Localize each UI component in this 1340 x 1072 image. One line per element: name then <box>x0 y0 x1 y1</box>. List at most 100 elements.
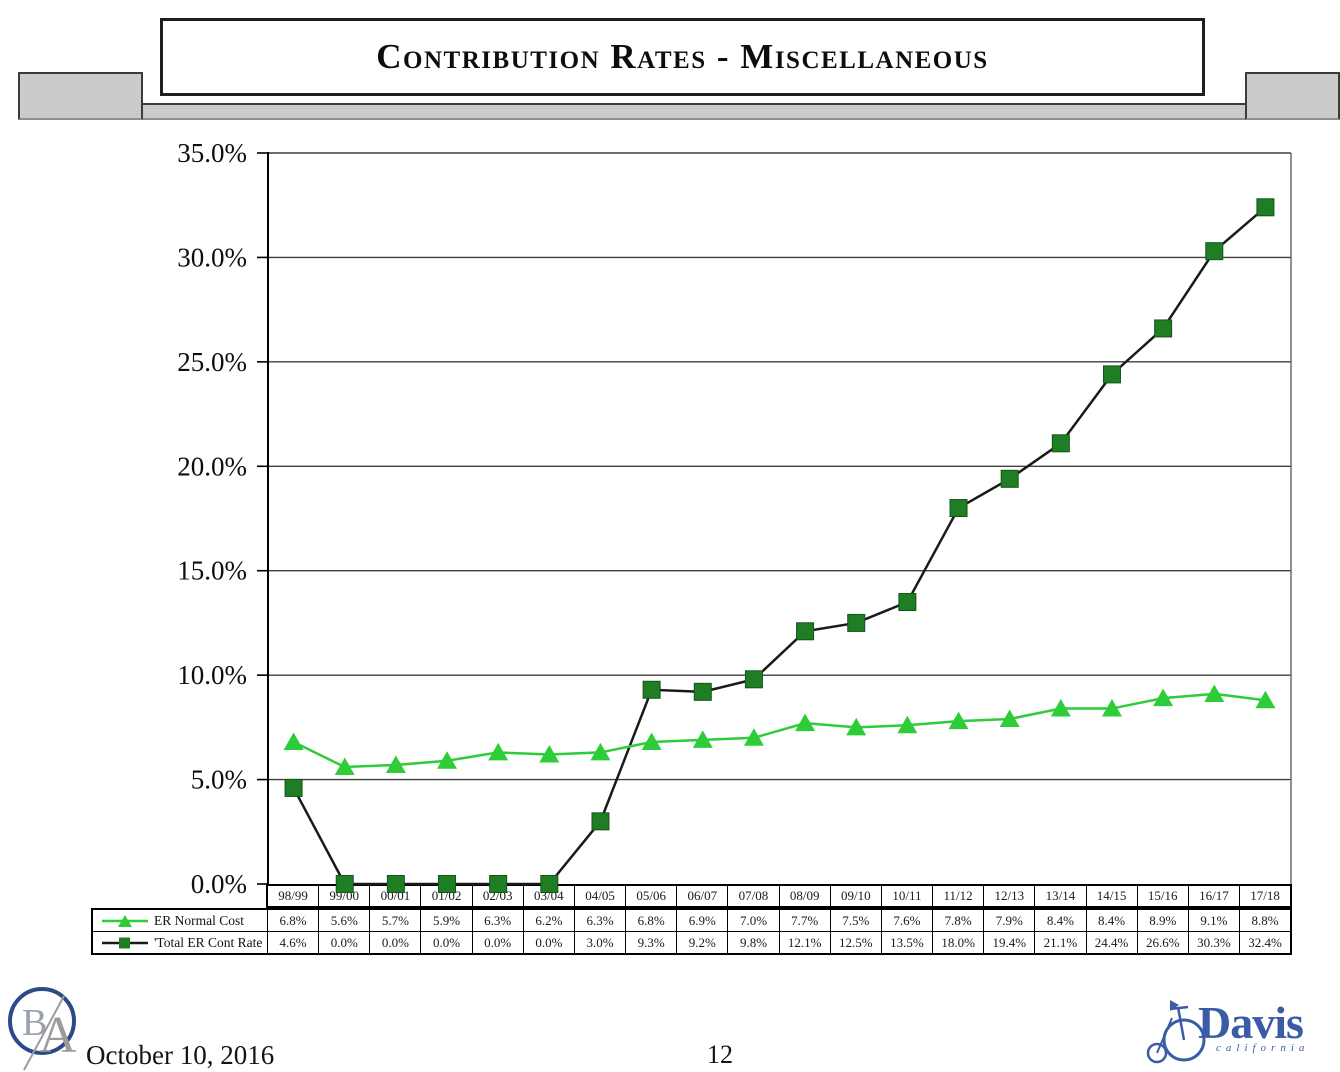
triangle-marker <box>795 713 816 732</box>
legend-item: 'Total ER Cont Rate <box>93 932 268 953</box>
table-cell: 4.6% <box>279 934 307 950</box>
table-cell: 7.8% <box>932 910 983 931</box>
table-cell: 0.0% <box>318 932 369 953</box>
legend-triangle-marker-icon <box>102 914 148 927</box>
year-header-cell: 01/02 <box>420 886 471 906</box>
table-cell: 30.3% <box>1187 932 1239 953</box>
triangle-marker <box>641 732 662 750</box>
table-cell: 6.9% <box>676 910 727 931</box>
square-marker <box>1000 469 1019 488</box>
year-header-cell: 02/03 <box>471 886 523 906</box>
page-number: 12 <box>707 1040 733 1069</box>
square-marker <box>744 670 763 689</box>
triangle-marker <box>948 711 969 730</box>
table-cell: 21.1% <box>1034 932 1085 953</box>
slide-date: October 10, 2016 <box>86 1040 275 1070</box>
davis-logo: Davis california <box>1146 998 1340 1070</box>
square-marker <box>1205 242 1224 261</box>
table-cell: 8.4% <box>1034 910 1085 931</box>
table-cell: 5.6% <box>318 910 369 931</box>
year-header-cell: 08/09 <box>778 886 830 906</box>
year-header-cell: 05/06 <box>625 886 676 906</box>
table-cell: 8.8% <box>1238 910 1290 931</box>
year-header-cell: 14/15 <box>1085 886 1137 906</box>
year-header-cell: 99/00 <box>318 886 369 906</box>
y-axis-label: 20.0% <box>177 451 247 481</box>
table-cell: 7.7% <box>778 910 830 931</box>
triangle-marker <box>1255 690 1276 709</box>
square-marker <box>642 680 661 699</box>
year-header-cell: 15/16 <box>1136 886 1188 906</box>
table-cell: 0.0% <box>471 932 523 953</box>
table-row: 'Total ER Cont Rate 4.6% 0.0% 0.0% 0.0% 0.0% 0… <box>93 931 1290 953</box>
table-cell: 8.4% <box>1085 910 1137 931</box>
davis-logo-name: Davis <box>1198 997 1304 1048</box>
triangle-marker <box>743 728 764 746</box>
table-cell: 6.8% <box>625 910 676 931</box>
table-cell: 19.4% <box>983 932 1034 953</box>
title-box: Contribution Rates - Miscellaneous <box>160 18 1205 96</box>
series-line <box>292 206 1267 886</box>
table-cell: 12.1% <box>778 932 830 953</box>
y-axis-label: 5.0% <box>191 765 247 795</box>
y-axis-label: 0.0% <box>191 869 247 899</box>
square-marker <box>847 613 866 632</box>
table-cell: 6.3% <box>573 910 625 931</box>
table-cell: 6.3% <box>471 910 523 931</box>
triangle-marker <box>334 757 355 776</box>
table-cell: 9.1% <box>1187 910 1239 931</box>
triangle-marker <box>385 755 406 773</box>
table-cell: 3.0% <box>573 932 625 953</box>
triangle-marker <box>1050 699 1071 717</box>
year-header-cell: 10/11 <box>880 886 932 906</box>
y-axis-label: 35.0% <box>177 138 247 168</box>
ba-logo-icon: B A <box>8 987 77 1071</box>
y-axis-label: 10.0% <box>177 660 247 690</box>
table-cell: 18.0% <box>932 932 983 953</box>
triangle-marker <box>692 730 713 748</box>
y-axis-label: 25.0% <box>177 347 247 377</box>
table-cell: 9.8% <box>727 932 778 953</box>
legend-square-marker-icon <box>102 937 148 948</box>
page-title: Contribution Rates - Miscellaneous <box>376 37 989 76</box>
table-cell: 12.5% <box>829 932 881 953</box>
year-header-cell: 16/17 <box>1187 886 1239 906</box>
table-cell: 26.6% <box>1136 932 1188 953</box>
table-cell: 6.8% <box>279 912 307 928</box>
triangle-marker <box>539 745 560 763</box>
square-marker <box>1154 319 1173 338</box>
table-cell: 5.7% <box>369 910 420 931</box>
triangle-marker <box>999 709 1020 728</box>
year-header-cell: 98/99 <box>278 888 308 903</box>
table-cell: 0.0% <box>420 932 471 953</box>
year-header-cell: 00/01 <box>369 886 420 906</box>
triangle-marker <box>488 742 509 761</box>
series-line <box>293 692 1266 769</box>
triangle-marker <box>1153 688 1174 707</box>
table-cell: 7.6% <box>880 910 932 931</box>
square-marker <box>284 778 303 797</box>
square-marker <box>1102 365 1121 384</box>
davis-logo-subtitle: california <box>1216 1042 1310 1054</box>
triangle-marker <box>437 751 458 769</box>
year-header-cell: 07/08 <box>727 886 778 906</box>
banner-right-block <box>1245 72 1340 120</box>
triangle-marker <box>1204 684 1225 702</box>
triangle-marker <box>1101 699 1122 717</box>
square-marker <box>949 499 968 518</box>
square-marker <box>693 682 712 701</box>
year-header-row: 98/99 99/00 00/01 01/02 02/03 03/04 04/05 05/06… <box>266 884 1292 908</box>
table-cell: 0.0% <box>369 932 420 953</box>
year-header-cell: 04/05 <box>573 886 625 906</box>
square-marker <box>1051 434 1070 453</box>
legend-label: 'Total ER Cont Rate <box>154 934 263 950</box>
legend-item: ER Normal Cost <box>93 910 268 931</box>
data-table: ER Normal Cost 6.8% 5.6% 5.7% 5.9% 6.3% 6.2% 6.… <box>91 908 1292 955</box>
year-header-cell: 17/18 <box>1238 886 1290 906</box>
table-cell: 9.2% <box>676 932 727 953</box>
table-cell: 7.0% <box>727 910 778 931</box>
ba-letter-b: B <box>22 1002 47 1044</box>
table-cell: 13.5% <box>880 932 932 953</box>
triangle-marker <box>897 715 918 734</box>
